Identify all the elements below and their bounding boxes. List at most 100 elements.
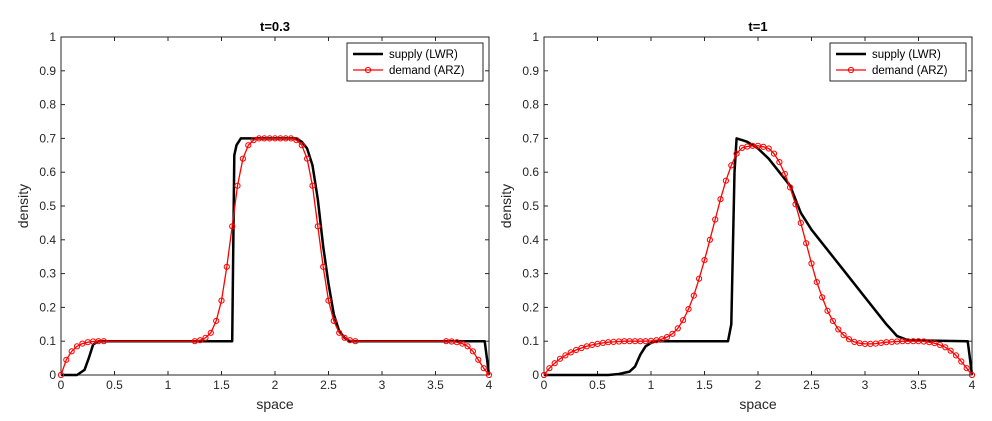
data-point bbox=[336, 329, 343, 336]
data-point bbox=[728, 162, 735, 169]
x-tick-label: 3.5 bbox=[427, 378, 444, 392]
y-tick-label: 0.4 bbox=[522, 233, 539, 247]
data-point bbox=[936, 341, 944, 348]
x-tick-label: 0 bbox=[541, 378, 548, 392]
data-point bbox=[578, 344, 585, 352]
x-tick-label: 1 bbox=[648, 378, 655, 392]
legend: supply (LWR) demand (ARZ) bbox=[346, 42, 484, 82]
data-point bbox=[829, 317, 837, 324]
x-axis-label: space bbox=[256, 396, 294, 412]
legend-box bbox=[346, 42, 484, 82]
data-point bbox=[663, 334, 671, 341]
data-point bbox=[717, 196, 724, 203]
x-tick-label: 2 bbox=[755, 378, 762, 392]
data-point bbox=[469, 348, 476, 355]
data-point bbox=[952, 352, 960, 359]
data-point bbox=[690, 292, 697, 299]
data-point bbox=[680, 317, 687, 324]
x-tick-label: 4 bbox=[969, 378, 976, 392]
chart-panel-1: 0 0.5 1 1.5 2 2.5 3 3.5 4 0 0.1 0.2 0.3 0.4 0.5 0.6 0.7 0… bbox=[15, 19, 493, 412]
y-tick-label: 0.1 bbox=[522, 334, 539, 348]
y-tick-label: 0.8 bbox=[522, 98, 539, 112]
y-tick-label: 0.2 bbox=[522, 300, 539, 314]
data-point bbox=[776, 159, 783, 166]
y-axis-label: density bbox=[15, 184, 31, 228]
data-point bbox=[325, 297, 332, 304]
y-tick-label: 0.7 bbox=[522, 131, 539, 145]
x-tick-label: 0.5 bbox=[106, 378, 123, 392]
data-point bbox=[480, 365, 487, 372]
data-point bbox=[733, 150, 740, 157]
data-point bbox=[197, 337, 204, 344]
x-tick-label: 3.5 bbox=[910, 378, 927, 392]
x-tick-label: 1.5 bbox=[213, 378, 230, 392]
data-point bbox=[824, 307, 831, 314]
data-point bbox=[293, 137, 300, 144]
data-point bbox=[540, 371, 548, 379]
legend-box bbox=[829, 42, 967, 82]
data-point bbox=[330, 317, 337, 324]
data-point bbox=[803, 240, 810, 247]
data-point bbox=[781, 170, 788, 177]
data-point bbox=[562, 352, 569, 359]
x-tick-label: 0 bbox=[58, 378, 65, 392]
data-point bbox=[968, 371, 976, 379]
data-point bbox=[207, 329, 214, 336]
series-line-demand bbox=[60, 137, 490, 376]
data-point bbox=[792, 201, 799, 208]
legend-label: demand (ARZ) bbox=[872, 65, 948, 77]
data-point bbox=[712, 216, 719, 223]
data-point bbox=[947, 347, 954, 354]
data-point bbox=[942, 344, 949, 351]
data-point bbox=[770, 150, 778, 157]
data-point bbox=[341, 334, 348, 341]
data-point bbox=[304, 155, 311, 162]
y-tick-label: 0.4 bbox=[39, 233, 56, 247]
y-tick-label: 0.8 bbox=[39, 98, 56, 112]
x-tick-label: 1.5 bbox=[696, 378, 713, 392]
data-point bbox=[797, 219, 804, 226]
plot-area bbox=[60, 36, 490, 376]
x-tick-label: 3 bbox=[862, 378, 869, 392]
data-point bbox=[298, 142, 305, 149]
data-point bbox=[835, 326, 842, 333]
data-point bbox=[556, 355, 564, 362]
chart-panel-2: 0 0.5 1 1.5 2 2.5 3 3.5 4 0 0.1 0.2 0.3 0.4 0.5 0.6 0.7 0… bbox=[498, 19, 976, 412]
data-point bbox=[475, 356, 482, 363]
data-point bbox=[722, 177, 730, 184]
data-point bbox=[234, 182, 241, 189]
y-tick-label: 0.2 bbox=[39, 300, 56, 314]
data-point bbox=[669, 330, 676, 337]
y-tick-label: 0.9 bbox=[522, 64, 539, 78]
legend-label: supply (LWR) bbox=[872, 49, 941, 61]
data-point bbox=[674, 325, 681, 332]
y-tick-label: 0.3 bbox=[39, 267, 56, 281]
y-tick-label: 0.1 bbox=[39, 334, 56, 348]
data-point bbox=[701, 257, 708, 264]
data-point bbox=[931, 340, 938, 347]
data-point bbox=[218, 297, 225, 304]
data-point bbox=[239, 155, 246, 162]
data-point bbox=[963, 365, 970, 372]
data-point bbox=[63, 356, 70, 363]
data-point bbox=[287, 135, 295, 142]
data-point bbox=[352, 338, 359, 345]
data-point bbox=[100, 338, 107, 345]
y-axis-label: density bbox=[498, 184, 514, 228]
data-point bbox=[567, 349, 574, 356]
y-tick-label: 1 bbox=[49, 30, 56, 44]
data-point bbox=[314, 223, 321, 230]
x-axis-label: space bbox=[739, 396, 777, 412]
legend-label: supply (LWR) bbox=[389, 49, 458, 61]
data-point bbox=[485, 371, 493, 379]
data-point bbox=[658, 336, 665, 343]
y-tick-label: 0.7 bbox=[39, 131, 56, 145]
data-point bbox=[840, 332, 847, 339]
x-tick-label: 4 bbox=[486, 378, 493, 392]
legend: supply (LWR) demand (ARZ) bbox=[829, 42, 967, 82]
data-point bbox=[250, 137, 257, 144]
data-point bbox=[819, 294, 826, 301]
chart-title: t=1 bbox=[748, 19, 767, 34]
data-point bbox=[464, 343, 471, 350]
y-tick-label: 0.5 bbox=[39, 199, 56, 213]
